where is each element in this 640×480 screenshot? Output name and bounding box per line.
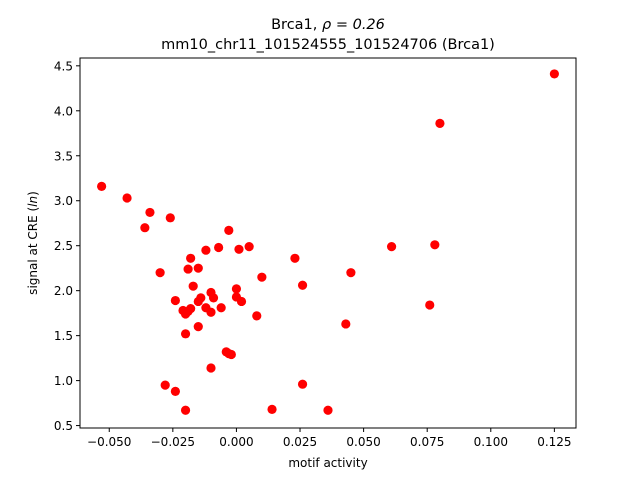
y-tick-label: 2.5 — [54, 239, 73, 253]
data-point — [178, 305, 188, 316]
data-point — [193, 263, 203, 273]
data-point — [297, 379, 308, 389]
x-tick-label: −0.025 — [151, 435, 195, 449]
data-point — [160, 380, 170, 390]
data-point — [183, 264, 193, 274]
data-point — [206, 363, 216, 373]
data-point — [170, 386, 180, 396]
data-point — [341, 319, 351, 329]
chart-title-line2: mm10_chr11_101524555_101524706 (Brca1) — [161, 37, 495, 53]
x-tick-label: −0.050 — [87, 435, 131, 449]
data-point — [549, 69, 559, 79]
y-tick-label: 4.5 — [54, 59, 73, 73]
data-point — [224, 349, 234, 359]
data-point — [97, 181, 107, 191]
y-tick-label: 3.0 — [54, 194, 73, 208]
x-tick-label: 0.100 — [474, 435, 508, 449]
data-point — [122, 193, 132, 203]
plot-frame — [79, 57, 577, 429]
data-point — [140, 223, 150, 233]
data-point — [231, 284, 242, 294]
data-point — [201, 245, 211, 255]
data-point — [236, 296, 247, 307]
data-point — [145, 207, 155, 218]
data-points — [97, 69, 559, 415]
data-point — [206, 307, 216, 317]
data-point — [257, 272, 267, 282]
data-point — [165, 213, 175, 223]
y-axis-label: signal at CRE (ln) — [26, 191, 40, 295]
y-tick-label: 0.5 — [54, 419, 73, 433]
x-tick-label: 0.125 — [537, 435, 571, 449]
y-tick-label: 2.0 — [54, 284, 73, 298]
data-point — [208, 293, 219, 303]
data-point — [290, 253, 300, 263]
data-point — [216, 303, 226, 313]
data-point — [186, 253, 196, 263]
data-point — [267, 404, 277, 414]
data-point — [193, 322, 203, 332]
x-tick-label: 0.075 — [410, 435, 444, 449]
data-point — [214, 242, 224, 253]
data-point — [244, 241, 254, 252]
data-point — [346, 268, 356, 278]
data-point — [193, 296, 203, 307]
x-axis-label: motif activity — [288, 456, 367, 470]
chart-title-line1: Brca1, ρ = 0.26 — [271, 17, 385, 33]
data-point — [297, 280, 308, 290]
data-point — [170, 295, 180, 306]
data-point — [155, 268, 165, 278]
y-tick-label: 1.5 — [54, 329, 73, 343]
data-point — [386, 241, 397, 252]
data-point — [234, 244, 244, 254]
data-point — [224, 225, 234, 236]
x-tick-label: 0.000 — [219, 435, 253, 449]
data-point — [435, 118, 445, 128]
data-point — [425, 300, 435, 310]
y-tick-label: 1.0 — [54, 374, 73, 388]
data-point — [180, 329, 191, 339]
x-axis-ticks: −0.050 −0.025 0.000 0.025 0.050 0.075 0.100 0.1… — [87, 428, 572, 449]
data-point — [323, 405, 333, 415]
data-point — [180, 405, 191, 415]
data-point — [252, 311, 262, 321]
data-point — [430, 240, 440, 250]
y-tick-label: 4.0 — [54, 104, 73, 118]
x-tick-label: 0.050 — [346, 435, 380, 449]
y-tick-label: 3.5 — [54, 149, 73, 163]
y-axis-ticks: 0.5 1.0 1.5 2.0 2.5 3.0 3.5 4.0 4.5 — [54, 59, 80, 433]
data-point — [188, 281, 198, 291]
x-tick-label: 0.025 — [283, 435, 317, 449]
